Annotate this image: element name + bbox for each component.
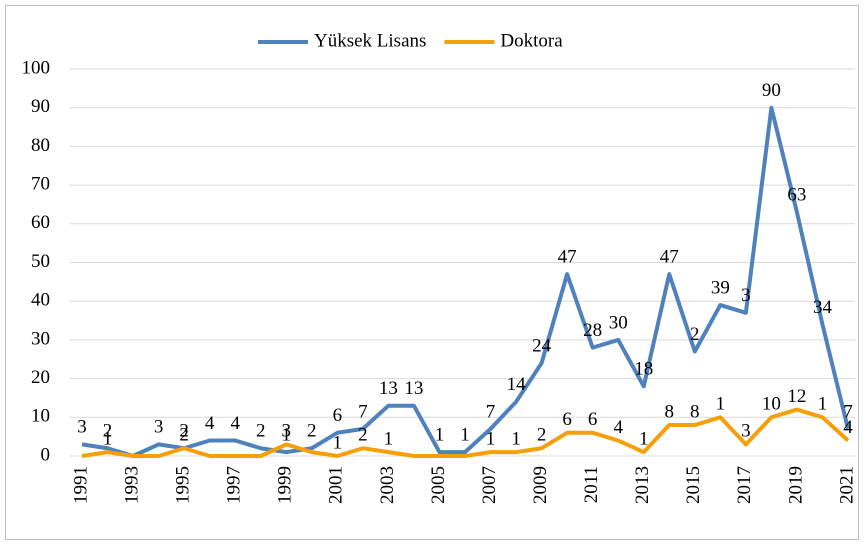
x-tick-label: 2007: [479, 466, 500, 504]
data-label: 1: [384, 428, 394, 449]
data-label: 7: [843, 401, 853, 422]
y-tick-label: 100: [22, 57, 51, 78]
data-label: 2: [103, 421, 113, 442]
x-tick-label: 1995: [172, 466, 193, 504]
data-label: 1: [282, 424, 292, 445]
data-label: 24: [532, 335, 552, 356]
data-label: 7: [486, 401, 496, 422]
x-tick-label: 1997: [224, 466, 245, 504]
data-label: 1: [435, 424, 445, 445]
data-label: 90: [762, 80, 781, 101]
data-label: 1: [333, 432, 343, 453]
y-tick-label: 40: [31, 290, 50, 311]
data-label: 3: [154, 417, 164, 438]
data-label: 4: [230, 413, 240, 434]
data-label: 34: [813, 297, 833, 318]
data-label: 2: [256, 421, 266, 442]
data-label: 2: [690, 324, 700, 345]
y-tick-label: 60: [31, 212, 50, 233]
data-label: 39: [711, 277, 730, 298]
x-tick-label: 2013: [632, 466, 653, 504]
x-tick-label: 2001: [326, 466, 347, 504]
legend-label: Doktora: [500, 30, 563, 51]
data-label: 28: [583, 320, 602, 341]
y-tick-label: 0: [41, 444, 51, 465]
legend-label: Yüksek Lisans: [314, 30, 426, 51]
data-label: 2: [537, 425, 547, 446]
data-label: 6: [562, 409, 572, 430]
y-tick-label: 30: [31, 328, 50, 349]
data-label: 18: [634, 359, 653, 380]
x-tick-label: 2011: [581, 466, 602, 503]
data-label: 14: [507, 374, 527, 395]
data-label: 63: [787, 185, 806, 206]
data-label: 1: [103, 428, 113, 449]
y-tick-label: 50: [31, 251, 50, 272]
x-tick-label: 2015: [683, 466, 704, 504]
data-label: 6: [333, 405, 343, 426]
data-label: 30: [609, 312, 628, 333]
y-tick-label: 70: [31, 173, 50, 194]
y-tick-label: 90: [31, 96, 50, 117]
x-tick-label: 1991: [70, 466, 91, 504]
data-label: 1: [716, 394, 726, 415]
x-tick-label: 2017: [734, 466, 755, 504]
y-tick-label: 10: [31, 406, 50, 427]
data-label: 2: [179, 421, 189, 442]
data-label: 3: [77, 417, 87, 438]
data-label: 3: [741, 285, 751, 306]
data-label: 2: [179, 425, 189, 446]
data-label: 8: [690, 401, 700, 422]
x-tick-label: 1999: [275, 466, 296, 504]
data-label: 47: [660, 246, 679, 267]
data-label: 1: [639, 428, 649, 449]
series-line: [81, 105, 850, 458]
data-label: 47: [558, 246, 577, 267]
x-tick-label: 2019: [785, 466, 806, 504]
data-label: 4: [205, 413, 215, 434]
y-tick-label: 20: [31, 367, 50, 388]
x-tick-label: 2005: [428, 466, 449, 504]
data-label: 13: [404, 378, 423, 399]
x-tick-label: 1993: [121, 466, 142, 504]
chart-border: [5, 5, 859, 540]
data-label: 13: [379, 378, 398, 399]
data-label: 1: [460, 424, 470, 445]
x-tick-label: 2021: [836, 466, 857, 504]
data-label: 1: [818, 394, 828, 415]
data-label: 2: [307, 421, 317, 442]
y-tick-label: 80: [31, 135, 50, 156]
data-label: 3: [741, 421, 751, 442]
data-label: 12: [787, 386, 806, 407]
data-label: 10: [762, 394, 781, 415]
data-label: 1: [486, 428, 496, 449]
series-line: [81, 407, 850, 458]
data-label: 2: [358, 425, 368, 446]
data-label: 3: [282, 421, 292, 442]
data-label: 4: [613, 417, 623, 438]
data-label: 4: [843, 417, 853, 438]
x-tick-label: 2003: [377, 466, 398, 504]
x-tick-label: 2009: [530, 466, 551, 504]
data-label: 8: [665, 401, 675, 422]
data-label: 7: [358, 401, 368, 422]
data-label: 6: [588, 409, 598, 430]
data-label: 1: [511, 428, 521, 449]
